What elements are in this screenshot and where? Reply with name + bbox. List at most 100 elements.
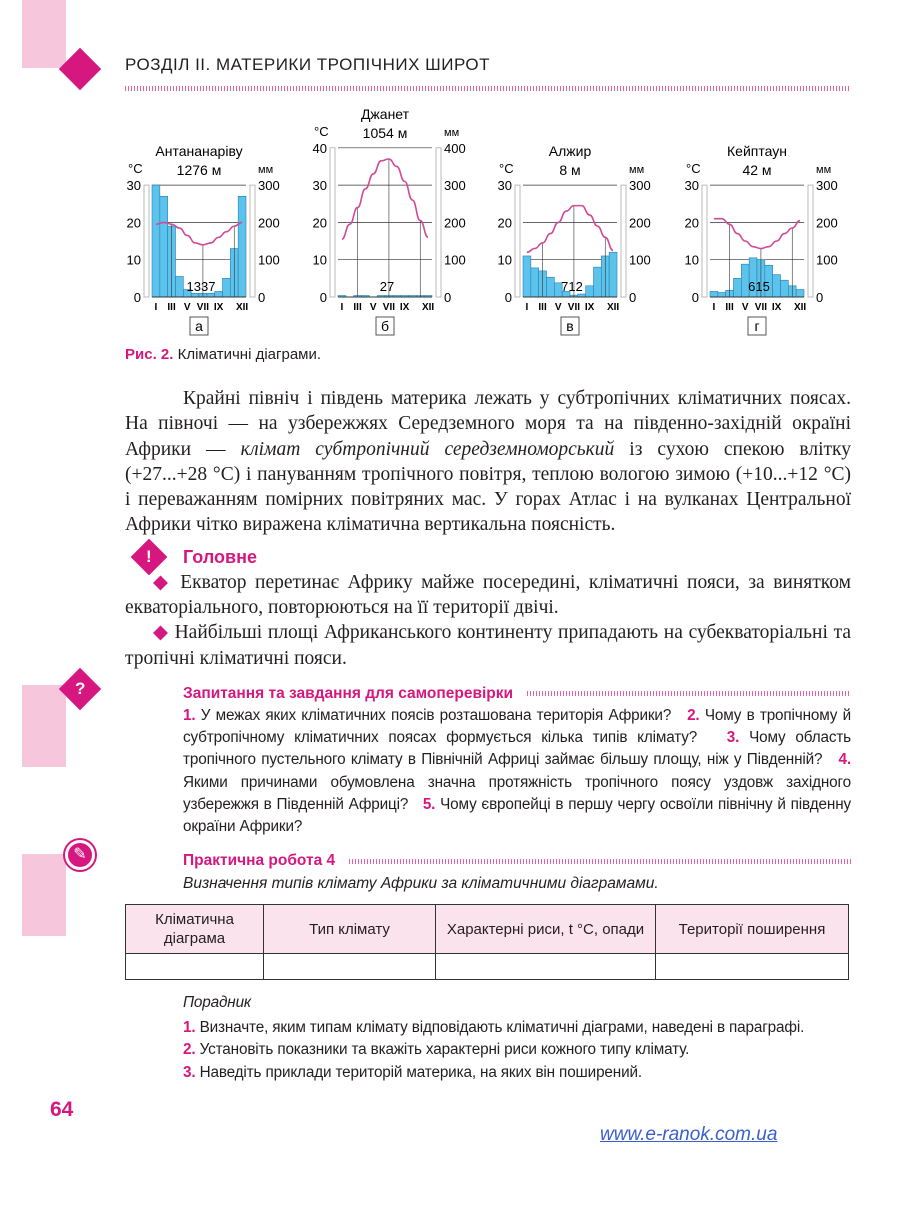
- temp-unit: °C: [314, 124, 329, 139]
- diagram-letter: в: [566, 318, 573, 334]
- diagram-letter-box: [189, 316, 209, 336]
- precip-unit: мм: [629, 164, 644, 176]
- questions-title: Запитання та завдання для самоперевірки: [183, 684, 514, 702]
- guide-title: Порадник: [183, 994, 252, 1012]
- precip-tick-label: 100: [258, 253, 280, 268]
- questions-divider: [527, 691, 851, 697]
- column-header: Тип клімату: [263, 904, 436, 955]
- table-cell: [125, 953, 264, 981]
- main-point: ◆ Екватор перетинає Африку майже посеред…: [125, 571, 852, 619]
- temperature-line: [713, 217, 801, 250]
- precip-tick-label: 100: [629, 253, 651, 268]
- temperature-line: [526, 204, 614, 254]
- practical-divider: [349, 858, 851, 864]
- month-label: I: [713, 302, 716, 313]
- table-header-row: Кліматична діаграма Тип клімату Характер…: [125, 904, 849, 955]
- questions-title-row: Запитання та завдання для самоперевірки: [125, 683, 851, 705]
- body-paragraph: Крайні північ і південь материка лежать …: [125, 386, 851, 538]
- paragraph-text: із сухою спекою влітку (+27...+28 °C) і …: [125, 438, 851, 536]
- precip-bar: [608, 251, 618, 298]
- temp-tick-label: 30: [313, 178, 327, 193]
- precip-tick-label: 300: [258, 178, 280, 193]
- precip-tick-label: 300: [444, 178, 466, 193]
- diagram-letter: б: [381, 318, 389, 334]
- month-label: VII: [755, 302, 767, 313]
- temp-tick-label: 10: [313, 253, 327, 268]
- chart-elevation: 1276 м: [177, 162, 222, 178]
- temp-unit: °C: [499, 161, 514, 176]
- table-cell: [263, 953, 436, 981]
- chart-elevation: 1054 м: [363, 125, 408, 141]
- precip-tick-label: 400: [444, 141, 466, 156]
- chart-title: Антананаріву: [155, 143, 242, 159]
- month-label: V: [742, 302, 749, 313]
- month-label: VII: [383, 302, 395, 313]
- temp-scale: [329, 147, 336, 298]
- precip-bar: [717, 292, 726, 298]
- precip-tick-label: 100: [444, 253, 466, 268]
- precip-tick-label: 300: [816, 178, 838, 193]
- main-points-title: Головне: [183, 546, 257, 567]
- precip-bar: [151, 184, 161, 298]
- practical-table: Кліматична діаграма Тип клімату Характер…: [125, 904, 849, 981]
- chart-title: Джанет: [361, 106, 410, 122]
- precip-bar: [780, 279, 789, 298]
- month-label: V: [555, 302, 562, 313]
- month-label: IX: [585, 302, 595, 313]
- temp-tick-label: 40: [313, 141, 327, 156]
- month-label: XII: [794, 302, 806, 313]
- month-label: XII: [607, 302, 619, 313]
- main-points-section: ! Головне ◆ Екватор перетинає Африку май…: [125, 538, 852, 671]
- temp-tick-label: 30: [498, 178, 512, 193]
- table-cell: [655, 953, 849, 981]
- month-label: I: [155, 302, 158, 313]
- practical-title-row: Практична робота 4: [125, 850, 851, 872]
- diagram-letter: г: [754, 318, 759, 334]
- page-content: Крайні північ і південь материка лежать …: [22, 386, 852, 1158]
- precip-bar: [175, 276, 184, 298]
- guide-item: 1. Визначте, яким типам клімату відповід…: [183, 1018, 805, 1036]
- temp-scale: [143, 184, 150, 298]
- month-label: III: [167, 302, 176, 313]
- header-divider: [125, 86, 850, 91]
- table-cell: [435, 953, 656, 981]
- website-link[interactable]: www.e-ranok.com.ua: [600, 1124, 778, 1146]
- precip-bar: [530, 267, 539, 298]
- precip-total: 1337: [187, 279, 216, 294]
- precip-bar: [522, 255, 532, 298]
- precip-scale: [807, 184, 814, 298]
- diagram-letter: а: [195, 318, 203, 334]
- month-label: I: [341, 302, 344, 313]
- temp-tick-label: 0: [692, 290, 699, 305]
- practical-title: Практична робота 4: [183, 852, 336, 870]
- chart-elevation: 8 м: [559, 162, 580, 178]
- precip-bar: [222, 278, 231, 298]
- precip-bar: [546, 276, 555, 298]
- temperature-line: [155, 221, 243, 246]
- section-header: РОЗДІЛ ІІ. МАТЕРИКИ ТРОПІЧНИХ ШИРОТ: [125, 55, 491, 74]
- precip-tick-label: 0: [629, 290, 636, 305]
- table-row: [125, 953, 849, 981]
- precip-bar: [237, 195, 247, 298]
- temp-tick-label: 20: [498, 215, 512, 230]
- month-label: I: [526, 302, 529, 313]
- temp-scale: [701, 184, 708, 298]
- precip-bar: [214, 291, 223, 298]
- precip-tick-label: 300: [629, 178, 651, 193]
- precip-bar: [159, 195, 168, 298]
- precip-bar: [585, 285, 594, 298]
- temp-unit: °C: [686, 161, 701, 176]
- precip-unit: мм: [444, 127, 459, 139]
- questions-section: ? Запитання та завдання для самоперевірк…: [22, 667, 851, 838]
- chart-title: Алжир: [549, 143, 592, 159]
- temp-scale: [514, 184, 521, 298]
- month-label: V: [370, 302, 377, 313]
- chart-title: Кейптаун: [727, 143, 787, 159]
- precip-bar: [733, 278, 742, 298]
- guide: Порадник 1. Визначте, яким типам клімату…: [125, 992, 851, 1084]
- temp-tick-label: 20: [685, 215, 699, 230]
- month-label: III: [538, 302, 547, 313]
- paragraph-text: Крайні північ і південь материка лежать …: [125, 388, 851, 460]
- practical-section: ✎ Практична робота 4 Визначення типів кл…: [22, 840, 851, 1084]
